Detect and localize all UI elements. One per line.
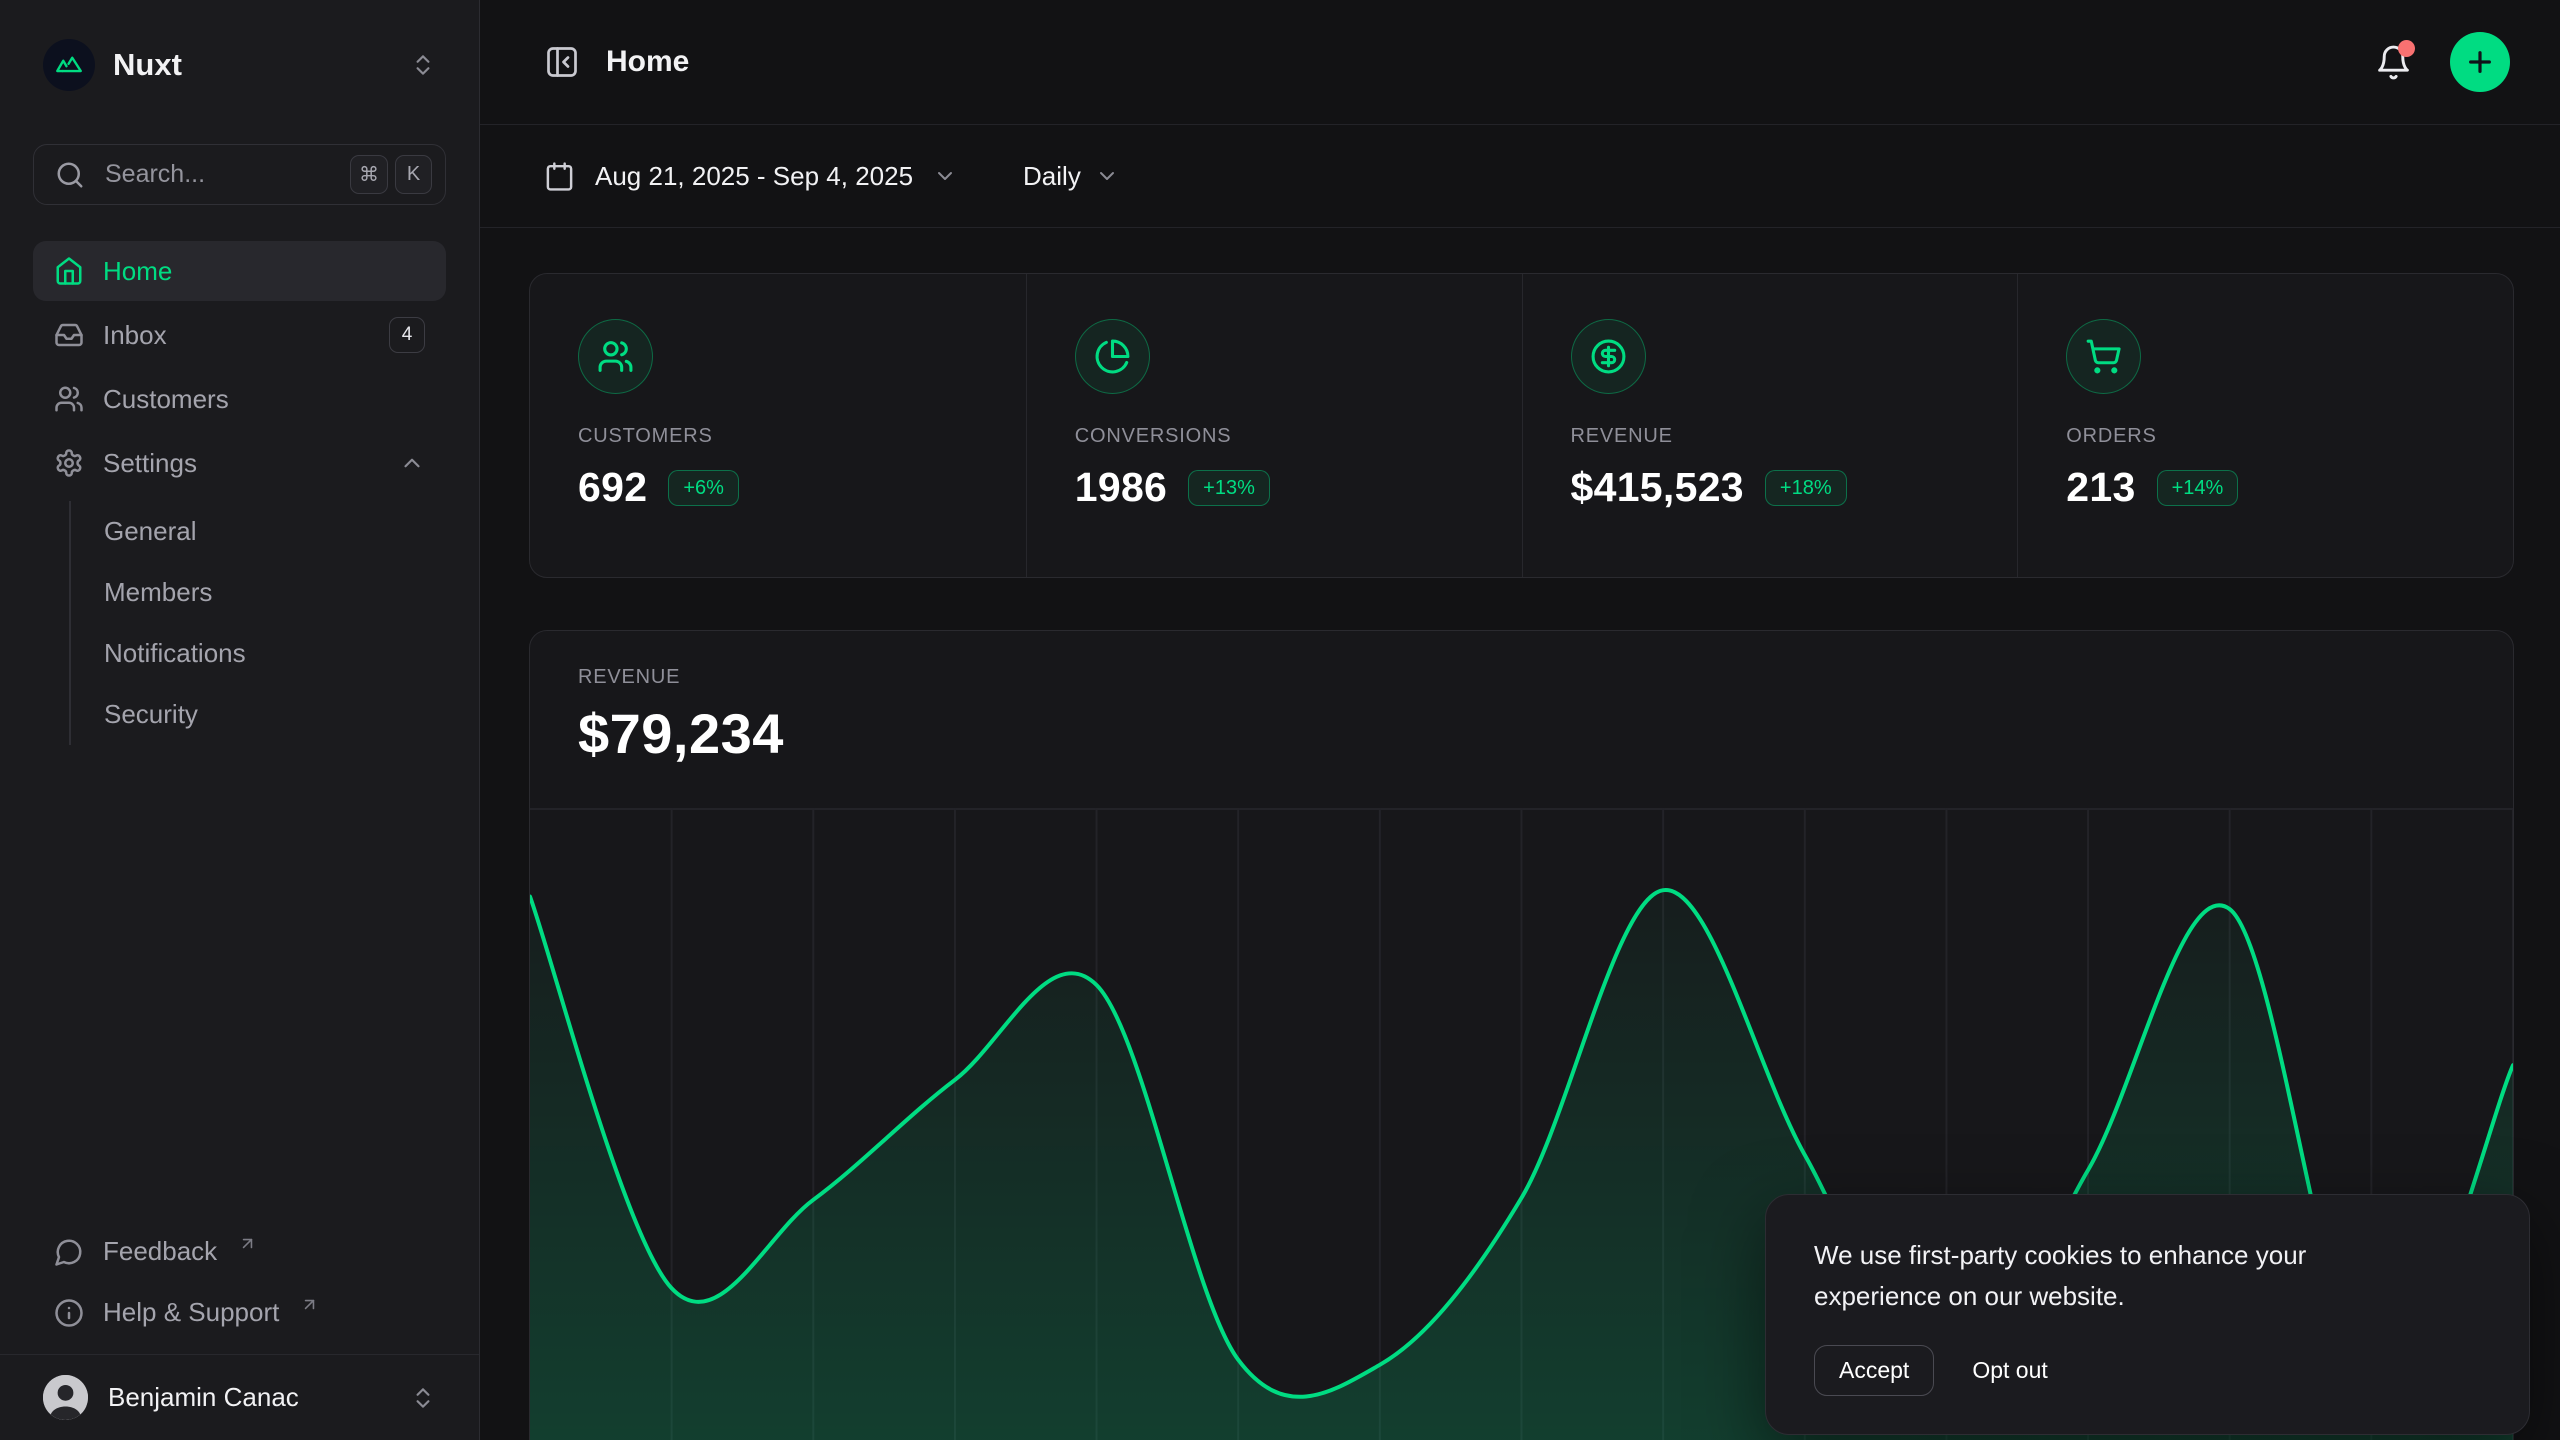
dashboard-content: CUSTOMERS 692 +6% CONVERSIONS 1986 +13% [480, 228, 2560, 1440]
stat-delta-badge: +6% [668, 469, 739, 506]
avatar [43, 1375, 88, 1420]
search-input[interactable]: Search... ⌘ K [33, 144, 446, 205]
stat-value: $415,523 [1570, 464, 1744, 510]
date-range-picker[interactable]: Aug 21, 2025 - Sep 4, 2025 [544, 161, 957, 192]
home-icon [54, 256, 84, 286]
user-name: Benjamin Canac [108, 1382, 299, 1412]
chevron-down-icon [933, 164, 957, 188]
stat-label: CONVERSIONS [1074, 425, 1232, 447]
stat-label: CUSTOMERS [578, 425, 713, 447]
gear-icon [54, 448, 84, 478]
sidebar-item-notifications[interactable]: Notifications [104, 638, 246, 668]
date-range-value: Aug 21, 2025 - Sep 4, 2025 [595, 160, 914, 191]
sidebar-footer-links: Feedback Help & Support [33, 1224, 446, 1340]
sidebar-item-settings[interactable]: Settings [33, 433, 446, 493]
inbox-icon [54, 320, 84, 350]
help-support-link[interactable]: Help & Support [33, 1285, 446, 1340]
opt-out-button[interactable]: Opt out [1972, 1357, 2048, 1384]
sidebar-item-label: Settings [103, 447, 197, 478]
calendar-icon [544, 161, 575, 192]
sidebar-item-label: Customers [103, 383, 229, 414]
stat-delta-badge: +13% [1188, 469, 1270, 506]
header-actions [2375, 32, 2510, 92]
users-icon [578, 319, 653, 394]
chevron-up-icon [399, 450, 425, 476]
chevron-up-down-icon [410, 1385, 436, 1411]
stat-conversions: CONVERSIONS 1986 +13% [1025, 274, 1522, 577]
stat-customers: CUSTOMERS 692 +6% [530, 274, 1026, 577]
stat-delta-badge: +14% [2156, 469, 2239, 506]
search-icon [55, 160, 85, 190]
info-circle-icon [54, 1298, 84, 1328]
stat-revenue: REVENUE $415,523 +18% [1521, 274, 2018, 577]
users-icon [54, 384, 84, 414]
revenue-chart-card: REVENUE $79,234 [529, 630, 2514, 1440]
collapse-sidebar-icon[interactable] [544, 44, 580, 80]
stat-value: 1986 [1074, 464, 1168, 510]
bell-icon [2378, 45, 2409, 79]
revenue-chart-value: $79,234 [578, 702, 784, 765]
inbox-count-badge: 4 [389, 317, 425, 353]
chevron-down-icon [1095, 164, 1119, 188]
search-shortcut: ⌘ K [350, 155, 432, 194]
circle-dollar-icon [1570, 319, 1646, 394]
nuxt-logo-icon [43, 39, 95, 91]
pie-chart-icon [1074, 319, 1150, 394]
shopping-cart-icon [2066, 319, 2142, 394]
chevron-up-down-icon [410, 52, 436, 78]
granularity-select[interactable]: Daily [1023, 161, 1119, 192]
cookie-actions: Accept Opt out [1814, 1345, 2481, 1397]
brand-name: Nuxt [113, 47, 182, 82]
cookie-banner: We use first-party cookies to enhance yo… [1765, 1194, 2530, 1436]
plus-icon [2469, 51, 2491, 73]
help-support-label: Help & Support [103, 1297, 280, 1327]
sidebar-item-members[interactable]: Members [104, 577, 213, 607]
external-link-icon [238, 1234, 257, 1253]
search-placeholder: Search... [105, 160, 206, 188]
settings-subnav: General Members Notifications Security [69, 501, 446, 745]
feedback-label: Feedback [103, 1236, 218, 1266]
notification-dot [2398, 39, 2415, 57]
stat-orders: ORDERS 213 +14% [2017, 274, 2513, 577]
sidebar-item-general[interactable]: General [104, 516, 197, 546]
sidebar-item-label: Inbox [103, 319, 167, 350]
stat-delta-badge: +18% [1764, 469, 1847, 506]
page-header: Home [480, 0, 2560, 125]
cookie-message: We use first-party cookies to enhance yo… [1814, 1240, 2307, 1312]
kbd-cmd: ⌘ [350, 155, 388, 194]
stats-panel: CUSTOMERS 692 +6% CONVERSIONS 1986 +13% [529, 273, 2514, 578]
user-menu[interactable]: Benjamin Canac [0, 1354, 479, 1440]
sidebar: Nuxt Search... ⌘ K Home [0, 0, 480, 1440]
team-switcher[interactable]: Nuxt [33, 36, 446, 94]
revenue-chart-header: REVENUE $79,234 [530, 631, 2513, 766]
stat-label: REVENUE [1570, 425, 1673, 447]
accept-button[interactable]: Accept [1814, 1345, 1935, 1397]
external-link-icon [300, 1295, 319, 1314]
notifications-button[interactable] [2375, 39, 2415, 81]
message-bubble-icon [54, 1237, 84, 1267]
stat-label: ORDERS [2066, 425, 2157, 447]
filter-bar: Aug 21, 2025 - Sep 4, 2025 Daily [480, 125, 2560, 228]
sidebar-spacer [0, 745, 479, 1224]
sidebar-item-label: Home [103, 255, 173, 286]
kbd-k: K [395, 155, 432, 194]
sidebar-nav: Home Inbox 4 Customers Settings [33, 241, 446, 745]
granularity-value: Daily [1023, 160, 1081, 191]
page-title: Home [606, 45, 690, 78]
feedback-link[interactable]: Feedback [33, 1224, 446, 1279]
stat-value: 692 [578, 464, 648, 510]
revenue-chart-label: REVENUE [578, 666, 681, 688]
main-area: Home Aug 21, 2025 - Sep 4, 2025 [480, 0, 2560, 1440]
sidebar-item-customers[interactable]: Customers [33, 369, 446, 429]
sidebar-item-inbox[interactable]: Inbox 4 [33, 305, 446, 365]
stat-value: 213 [2066, 464, 2136, 510]
sidebar-item-security[interactable]: Security [104, 699, 198, 729]
sidebar-item-home[interactable]: Home [33, 241, 446, 301]
add-button[interactable] [2450, 32, 2510, 92]
